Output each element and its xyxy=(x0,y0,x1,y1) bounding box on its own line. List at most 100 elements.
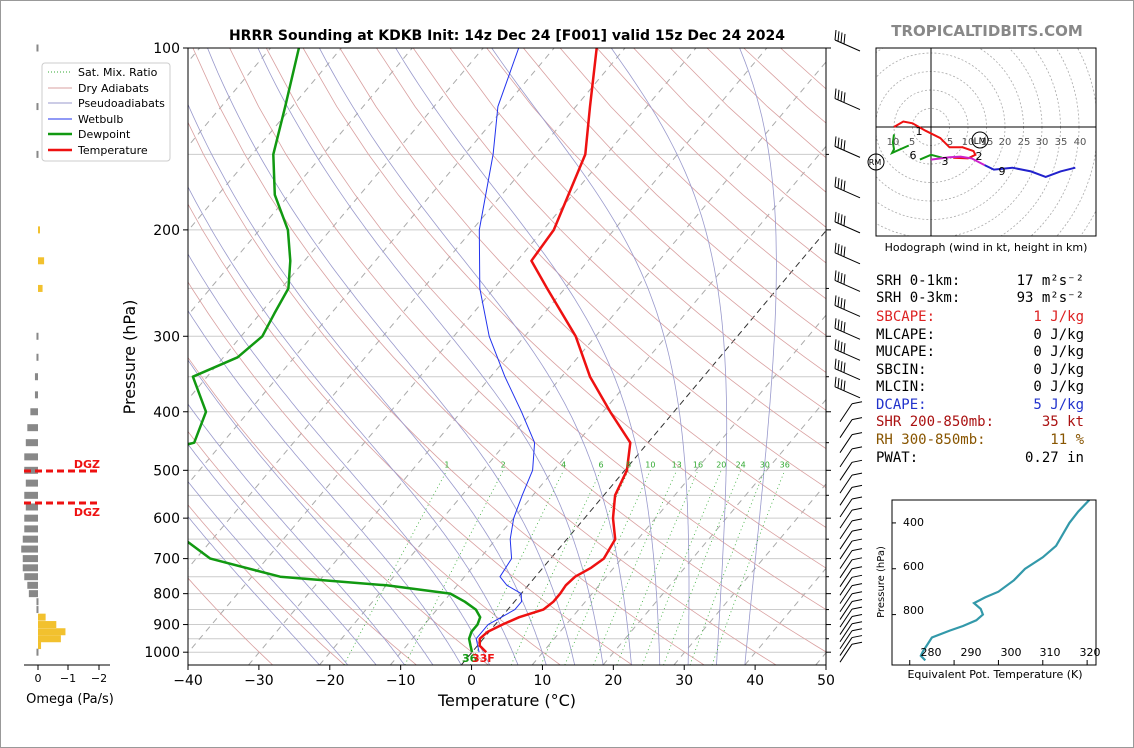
barb-staff xyxy=(839,568,853,587)
wind-barb xyxy=(839,446,863,468)
barb-flag xyxy=(851,472,863,476)
omega-bar xyxy=(36,44,39,52)
mixing-ratio-line xyxy=(711,470,786,665)
mixing-ratio-labels: 1 2 4 6 8 10 13 16 20 24 30 36 xyxy=(444,460,790,469)
pseudoadiabat xyxy=(319,48,632,665)
barb-staff xyxy=(839,498,853,518)
index-label: MLCAPE: xyxy=(876,327,936,343)
wind-barb xyxy=(834,358,861,381)
barb-flag xyxy=(851,566,863,570)
isotherm xyxy=(188,48,342,232)
barb-flag xyxy=(851,628,863,632)
wind-barb xyxy=(839,528,863,550)
index-value: 5 J/kg xyxy=(1033,397,1084,413)
barb-flag xyxy=(843,274,846,285)
wind-barb xyxy=(839,548,863,569)
isotherm xyxy=(319,61,826,665)
temp-tick-label: −30 xyxy=(244,673,274,689)
hodo-ring-label: 30 xyxy=(1036,137,1049,148)
hodo-height-label: 3 xyxy=(942,155,949,168)
barb-flag xyxy=(843,33,846,44)
index-value: 0 J/kg xyxy=(1033,379,1084,395)
index-label: RH 300-850mb: xyxy=(876,432,986,448)
hodo-lm-marker xyxy=(971,131,989,149)
omega-bar xyxy=(24,514,38,522)
wind-barb xyxy=(839,635,863,656)
dry-adiabat xyxy=(559,48,826,300)
mixing-ratio-line xyxy=(343,470,448,665)
index-value: 93 m²s⁻² xyxy=(1016,290,1084,306)
barb-staff xyxy=(834,98,861,111)
barb-staff xyxy=(839,630,853,650)
mixing-ratio-line xyxy=(616,470,699,665)
pseudoadiabat xyxy=(739,48,777,665)
temp-tick-label: 20 xyxy=(604,673,622,689)
barb-flag xyxy=(851,614,863,618)
skewt-series xyxy=(188,48,632,654)
barb-flag xyxy=(851,606,863,610)
pressure-tick-label: 600 xyxy=(153,511,180,527)
temp-tick-label: −10 xyxy=(386,673,416,689)
dry-adiabat xyxy=(302,48,826,569)
wind-barb xyxy=(839,591,863,612)
theta-e-xtick-label: 310 xyxy=(1040,646,1061,659)
temp-tick-label: 0 xyxy=(467,673,476,689)
theta-e-ylabel: Pressure (hPa) xyxy=(876,546,887,618)
brand-watermark: TROPICALTIDBITS.COM xyxy=(891,22,1083,40)
barb-flag xyxy=(840,272,843,284)
index-label: DCAPE: xyxy=(876,397,927,413)
dry-adiabat xyxy=(523,48,826,336)
barb-flag xyxy=(837,137,840,148)
theta-e-xtick-label: 320 xyxy=(1080,646,1101,659)
hodo-segment xyxy=(889,134,910,155)
barb-staff xyxy=(839,434,853,453)
isotherm xyxy=(188,48,697,654)
mixing-ratio-line xyxy=(404,470,504,665)
index-label: MUCAPE: xyxy=(876,344,936,360)
barb-flag xyxy=(837,244,840,255)
wind-barb xyxy=(839,518,863,540)
legend-box xyxy=(41,62,171,162)
omega-bar xyxy=(36,150,39,158)
barb-flag xyxy=(834,358,837,369)
pseudoadiabat xyxy=(188,310,462,665)
mixing-ratio-label: 4 xyxy=(561,460,566,469)
wind-barb xyxy=(839,628,863,650)
hodo-ring-label: 15 xyxy=(981,137,994,148)
chart-title: HRRR Sounding at KDKB Init: 14z Dec 24 [… xyxy=(229,28,785,44)
dry-adiabat xyxy=(188,281,561,665)
barb-flag xyxy=(834,339,837,350)
pressure-tick-label: 700 xyxy=(153,552,180,568)
barb-flag xyxy=(843,140,846,151)
omega-bar xyxy=(36,353,39,361)
dry-adiabat xyxy=(188,577,273,665)
legend-label-temperature: Temperature xyxy=(77,144,148,157)
mixing-ratio-label: 8 xyxy=(626,460,631,469)
omega-bar xyxy=(21,545,38,553)
theta-e-ticks xyxy=(892,522,1088,665)
wind-barb xyxy=(839,472,863,494)
isotherm xyxy=(188,48,484,401)
temperature-line xyxy=(478,48,632,654)
skewt-frame xyxy=(187,47,827,666)
pressure-tick-label: 900 xyxy=(153,618,180,634)
barb-flag xyxy=(843,215,846,226)
omega-bar xyxy=(34,373,38,381)
barb-flag xyxy=(851,401,863,405)
omega-bar xyxy=(34,391,38,399)
dry-adiabat xyxy=(188,504,345,665)
barb-staff xyxy=(834,386,861,399)
omega-bars xyxy=(21,44,66,656)
barb-staff xyxy=(839,616,853,635)
temp-tick-label: 40 xyxy=(746,673,764,689)
barb-flag xyxy=(834,295,837,306)
barb-staff xyxy=(839,520,853,540)
wind-barb xyxy=(834,318,861,340)
wind-barb xyxy=(839,566,863,587)
mixing-ratio-label: 20 xyxy=(716,460,726,469)
barb-staff xyxy=(834,252,861,265)
barb-flag xyxy=(851,518,863,522)
pseudoadiabat xyxy=(610,48,728,665)
index-row-mucape: MUCAPE: 0 J/kg xyxy=(876,344,1084,392)
barb-staff xyxy=(839,593,853,612)
